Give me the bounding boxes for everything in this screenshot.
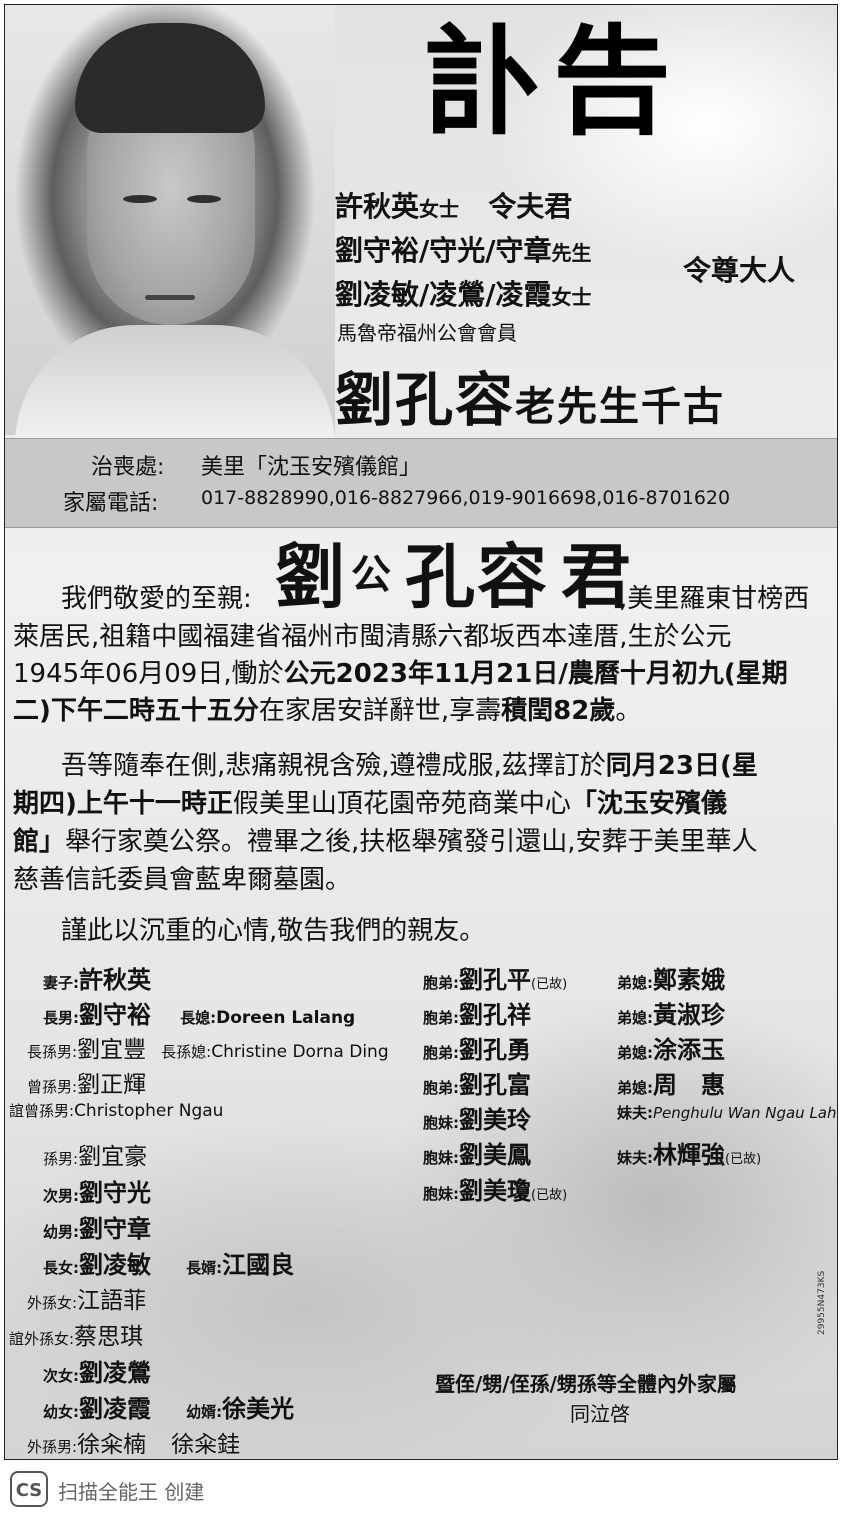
family-row-youngest-daughter: 幼女:劉凌霞 幼婿:徐美光 — [43, 1395, 295, 1423]
body-paragraph-2-line-2: 期四)上午十一時正假美里山頂花園帝苑商業中心「沈玉安殯儀 — [13, 789, 727, 819]
family-row-eldest-grandson: 長孫男:劉宜豐 長孫媳:Christine Dorna Ding — [27, 1037, 389, 1063]
deceased-name-line: 劉孔容老先生千古 — [335, 366, 726, 434]
family-row-sister-2: 胞妹:劉美鳳 — [423, 1141, 531, 1169]
body-paragraph-1-line-3: 1945年06月09日,慟於公元2023年11月21日/農曆十月初九(星期 — [13, 659, 788, 689]
family-row-youngest-son: 幼男:劉守章 — [43, 1215, 151, 1243]
family-row-sister-1: 胞妹:劉美玲 — [423, 1106, 531, 1134]
family-row-sister-in-law-1: 弟媳:鄭素娥 — [617, 966, 725, 994]
family-row-brother-in-law-2: 妹夫:林輝強(已故) — [617, 1141, 762, 1169]
funeral-place-label: 治喪處: — [91, 455, 165, 480]
family-row-brother-4: 胞弟:劉孔富 — [423, 1071, 531, 1099]
notice-line-2: 劉守裕/守光/守章先生 — [335, 234, 592, 267]
family-phone-value: 017-8828990,016-8827966,019-9016698,016-… — [201, 487, 731, 509]
body-paragraph-1-line-2: 萊居民,祖籍中國福建省福州市閩清縣六都坂西本達厝,生於公元 — [13, 622, 732, 652]
family-row-sister-in-law-2: 弟媳:黃淑珍 — [617, 1001, 725, 1029]
closing-line-2: 同泣啓 — [570, 1402, 630, 1426]
obituary-notice: 訃告 許秋英女士 令夫君 劉守裕/守光/守章先生 劉凌敏/凌鶯/凌霞女士 令尊大… — [4, 4, 838, 1460]
family-row-great-grandson: 曾孫男:劉正輝 — [27, 1072, 147, 1098]
notice-relation: 令尊大人 — [683, 254, 796, 287]
family-row-grandson: 孫男:劉宜豪 — [43, 1144, 148, 1170]
body-paragraph-3: 謹此以沉重的心情,敬告我們的親友。 — [61, 916, 486, 946]
body-paragraph-2-line-1: 吾等隨奉在側,悲痛親視含殮,遵禮成服,茲擇訂於同月23日(星 — [61, 751, 758, 781]
family-row-sister-3: 胞妹:劉美瓊(已故) — [423, 1177, 568, 1205]
body-paragraph-2-line-3: 館」舉行家奠公祭。禮畢之後,扶柩舉殯發引還山,安葬于美里華人 — [13, 827, 758, 857]
family-row-grandsons: 外孫男:徐籴楠 徐籴銈 — [27, 1432, 241, 1458]
family-row-granddaughter: 外孫女:江語菲 — [27, 1288, 147, 1314]
funeral-info-bar: 治喪處: 美里「沈玉安殯儀館」 家屬電話: 017-8828990,016-88… — [5, 438, 837, 528]
family-row-eldest-daughter: 長女:劉凌敏 長婿:江國良 — [43, 1251, 295, 1279]
family-row-brother-2: 胞弟:劉孔祥 — [423, 1001, 531, 1029]
family-row-sister-in-law-3: 弟媳:涂添玉 — [617, 1036, 725, 1064]
funeral-place-value: 美里「沈玉安殯儀館」 — [201, 455, 422, 480]
family-row-second-daughter: 次女:劉凌鶯 — [43, 1359, 151, 1387]
family-row-wife: 妻子:許秋英 — [43, 966, 151, 994]
family-row-brother-in-law-1: 妹夫:Penghulu Wan Ngau Lah — [617, 1104, 837, 1122]
body-paragraph-1-head: 我們敬愛的至親: 劉 公 孔容 君 ,美里羅東甘榜西 — [61, 536, 810, 618]
body-paragraph-1-line-4: 二)下午二時五十五分在家居安詳辭世,享壽積閏82歲。 — [13, 696, 642, 726]
notice-title: 訃告 — [425, 13, 682, 151]
family-row-second-son: 次男:劉守光 — [43, 1179, 151, 1207]
family-row-brother-3: 胞弟:劉孔勇 — [423, 1036, 531, 1064]
ad-code: 29955N473KS — [817, 1270, 827, 1335]
family-row-adopted-granddaughter: 誼外孫女:蔡思琪 — [9, 1324, 144, 1350]
family-row-adopted-great-grandson: 誼曾孫男:Christopher Ngau — [9, 1101, 224, 1121]
family-row-eldest-son: 長男:劉守裕 長媳:Doreen Lalang — [43, 1001, 356, 1029]
family-phone-label: 家屬電話: — [63, 491, 159, 516]
association-label: 馬魯帝福州公會會員 — [337, 321, 517, 345]
notice-line-1: 許秋英女士 令夫君 — [335, 190, 573, 223]
scanner-watermark: 扫描全能王 创建 — [58, 1480, 205, 1504]
family-row-sister-in-law-4: 弟媳:周 惠 — [617, 1071, 725, 1099]
deceased-portrait — [5, 5, 335, 445]
notice-line-3: 劉凌敏/凌鶯/凌霞女士 — [335, 278, 592, 311]
camscanner-logo-icon: CS — [10, 1471, 48, 1507]
closing-line-1: 暨侄/甥/侄孫/甥孫等全體內外家屬 — [435, 1372, 737, 1396]
body-paragraph-2-line-4: 慈善信託委員會藍卑爾墓園。 — [13, 865, 352, 895]
family-row-brother-1: 胞弟:劉孔平(已故) — [423, 966, 568, 994]
